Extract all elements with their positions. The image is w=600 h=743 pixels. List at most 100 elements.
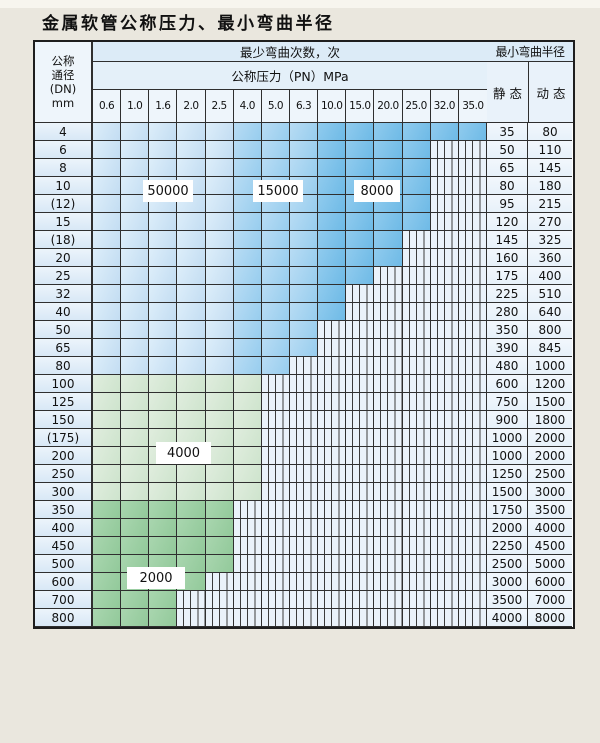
dn-cell: 100: [35, 375, 93, 393]
spec-cell: [289, 213, 319, 231]
spec-cell: [93, 321, 122, 339]
spec-cell: [177, 213, 206, 231]
no-spec-cell: [233, 501, 262, 519]
spec-cell: [402, 123, 431, 141]
spec-cell: [121, 501, 150, 519]
table-row: (18) 145 325: [35, 231, 573, 249]
spec-cell: [233, 465, 262, 483]
dn-cell: 10: [35, 177, 93, 195]
no-spec-cell: [458, 555, 487, 573]
no-spec-cell: [458, 321, 487, 339]
no-spec-cell: [402, 339, 431, 357]
spec-cell: [149, 321, 178, 339]
table-row: 700 3500 7000: [35, 591, 573, 609]
no-spec-cell: [374, 375, 403, 393]
no-spec-cell: [205, 609, 234, 627]
table-row: 400 2000 4000: [35, 519, 573, 537]
pressure-col-header: 2.5: [205, 90, 234, 123]
no-spec-cell: [430, 483, 459, 501]
no-spec-cell: [289, 573, 319, 591]
no-spec-cell: [261, 393, 290, 411]
no-spec-cell: [430, 537, 459, 555]
spec-cell: [177, 519, 206, 537]
pressure-col-header: 1.0: [121, 90, 150, 123]
no-spec-cell: [346, 411, 375, 429]
no-spec-cell: [458, 393, 487, 411]
no-spec-cell: [261, 483, 290, 501]
no-spec-cell: [430, 393, 459, 411]
spec-cell: [121, 249, 150, 267]
no-spec-cell: [458, 195, 487, 213]
dynamic-radius-cell: 180: [527, 177, 572, 195]
spec-cell: [121, 375, 150, 393]
no-spec-cell: [261, 465, 290, 483]
corner-line: mm: [51, 96, 75, 110]
static-radius-cell: 50: [485, 141, 528, 159]
no-spec-cell: [402, 393, 431, 411]
no-spec-cell: [289, 609, 319, 627]
spec-cell: [233, 123, 262, 141]
no-spec-cell: [430, 303, 459, 321]
spec-cell: [318, 285, 347, 303]
spec-cell: [149, 483, 178, 501]
no-spec-cell: [289, 447, 319, 465]
spec-cell: [149, 213, 178, 231]
static-radius-cell: 2250: [485, 537, 528, 555]
pressure-header: 公称压力（PN）MPa: [93, 62, 487, 90]
spec-cell: [289, 339, 319, 357]
no-spec-cell: [374, 321, 403, 339]
dn-cell: 32: [35, 285, 93, 303]
static-radius-cell: 1750: [485, 501, 528, 519]
spec-cell: [374, 123, 403, 141]
spec-cell: [93, 339, 122, 357]
spec-cell: [402, 195, 431, 213]
no-spec-cell: [318, 483, 347, 501]
static-radius-cell: 80: [485, 177, 528, 195]
no-spec-cell: [346, 357, 375, 375]
spec-cell: [93, 555, 122, 573]
corner-line: (DN): [49, 82, 77, 96]
no-spec-cell: [374, 303, 403, 321]
static-header: 静 态: [487, 62, 529, 123]
spec-cell: [318, 159, 347, 177]
no-spec-cell: [289, 537, 319, 555]
no-spec-cell: [261, 573, 290, 591]
bend-cycles-zone-label: 8000: [354, 180, 400, 202]
no-spec-cell: [430, 213, 459, 231]
no-spec-cell: [430, 285, 459, 303]
no-spec-cell: [318, 519, 347, 537]
spec-cell: [261, 321, 290, 339]
no-spec-cell: [374, 267, 403, 285]
spec-cell: [261, 267, 290, 285]
dn-cell: 40: [35, 303, 93, 321]
no-spec-cell: [233, 573, 262, 591]
bend-cycles-zone-label: 15000: [253, 180, 303, 202]
no-spec-cell: [374, 411, 403, 429]
dynamic-radius-cell: 4000: [527, 519, 572, 537]
corner-line: 通径: [51, 68, 75, 82]
spec-cell: [374, 213, 403, 231]
dn-cell: 300: [35, 483, 93, 501]
no-spec-cell: [318, 393, 347, 411]
no-spec-cell: [402, 609, 431, 627]
no-spec-cell: [289, 465, 319, 483]
no-spec-cell: [430, 321, 459, 339]
spec-cell: [289, 141, 319, 159]
spec-cell: [121, 609, 150, 627]
no-spec-cell: [402, 447, 431, 465]
no-spec-cell: [346, 465, 375, 483]
no-spec-cell: [346, 519, 375, 537]
pressure-column-headers: 0.6 1.0 1.6 2.0 2.5 4.0 5.0 6.3 10.0 15.0 20.0 25.0…: [93, 90, 487, 123]
no-spec-cell: [374, 447, 403, 465]
spec-cell: [205, 231, 234, 249]
no-spec-cell: [402, 537, 431, 555]
table-row: (175) 1000 2000: [35, 429, 573, 447]
pressure-col-header: 4.0: [233, 90, 262, 123]
spec-cell: [121, 321, 150, 339]
static-radius-cell: 1250: [485, 465, 528, 483]
spec-cell: [177, 537, 206, 555]
spec-cell: [261, 357, 290, 375]
spec-cell: [233, 231, 262, 249]
bend-radius-header: 最小弯曲半径: [487, 42, 573, 62]
